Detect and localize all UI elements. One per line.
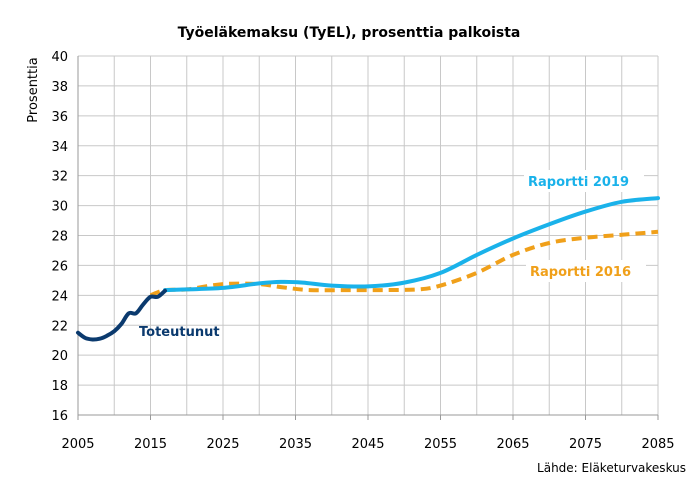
x-tick-label: 2035 bbox=[279, 437, 312, 452]
x-tick-label: 2065 bbox=[496, 437, 529, 452]
y-tick-label: 26 bbox=[51, 259, 68, 274]
y-tick-label: 24 bbox=[51, 289, 68, 304]
y-tick-label: 34 bbox=[51, 140, 68, 155]
chart-title: Työeläkemaksu (TyEL), prosenttia palkois… bbox=[178, 25, 521, 41]
series-line-toteutunut bbox=[76, 288, 167, 342]
x-tick-label: 2085 bbox=[641, 437, 674, 452]
source-note: Lähde: Eläketurvakeskus bbox=[537, 461, 686, 475]
series-lines bbox=[76, 196, 660, 342]
y-tick-label: 32 bbox=[51, 170, 68, 185]
y-axis-label: Prosenttia bbox=[26, 57, 41, 122]
axes: 16 18 20 22 24 26 28 30 32 34 36 38 40 2005 2015 2025 20… bbox=[51, 50, 674, 452]
y-tick-label: 22 bbox=[51, 319, 68, 334]
label-raportti-2016: Raportti 2016 bbox=[530, 265, 631, 280]
x-tick-label: 2045 bbox=[351, 437, 384, 452]
x-tick-label: 2025 bbox=[206, 437, 239, 452]
x-tick-label: 2055 bbox=[424, 437, 457, 452]
label-raportti-2019: Raportti 2019 bbox=[528, 175, 629, 190]
y-tick-label: 16 bbox=[51, 409, 68, 424]
y-tick-label: 18 bbox=[51, 379, 68, 394]
y-tick-label: 40 bbox=[51, 50, 68, 65]
label-r2016-bg bbox=[526, 260, 646, 282]
grid bbox=[77, 55, 659, 416]
y-tick-label: 30 bbox=[51, 200, 68, 215]
y-tick-label: 36 bbox=[51, 110, 68, 125]
x-tick-label: 2005 bbox=[61, 437, 94, 452]
y-tick-label: 38 bbox=[51, 80, 68, 95]
x-tick-label: 2015 bbox=[134, 437, 167, 452]
y-tick-label: 28 bbox=[51, 230, 68, 245]
y-tick-label: 20 bbox=[51, 349, 68, 364]
x-tick-label: 2075 bbox=[569, 437, 602, 452]
series-line-raportti-2016 bbox=[149, 229, 659, 298]
series-line-raportti-2019 bbox=[163, 196, 660, 293]
label-r2019-bg bbox=[524, 170, 644, 192]
label-toteutunut: Toteutunut bbox=[139, 325, 220, 340]
